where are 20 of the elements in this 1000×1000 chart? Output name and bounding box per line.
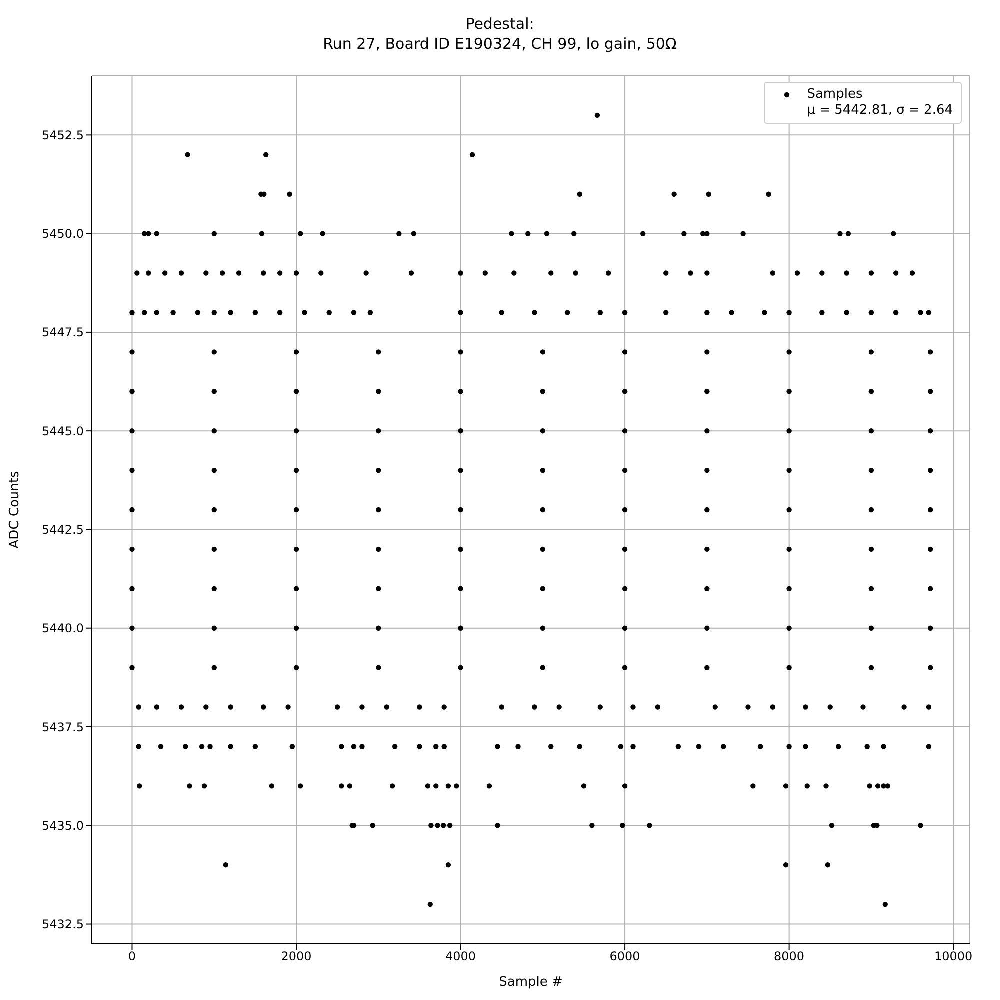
x-tick-label: 0 — [128, 950, 136, 964]
x-tick-label: 10000 — [934, 950, 973, 964]
y-tick-label: 5437.5 — [42, 720, 84, 734]
annotation: μ = 5442.81, σ = 2.64 — [807, 103, 953, 119]
y-axis-title: ADC Counts — [8, 471, 23, 549]
chart-title: Pedestal: Run 27, Board ID E190324, CH 99, lo gain, 50Ω — [322, 14, 678, 54]
y-tick-label: 5445.0 — [42, 424, 84, 438]
x-tick-label: 2000 — [281, 950, 312, 964]
y-tick-label: 5432.5 — [42, 918, 84, 932]
y-tick-label: 5440.0 — [42, 622, 84, 636]
x-tick-label: 6000 — [610, 950, 640, 964]
x-axis-title: Sample # — [499, 975, 563, 990]
y-tick-label: 5435.0 — [42, 818, 84, 833]
y-tick-label: 5447.5 — [42, 326, 84, 340]
y-tick-label: 5452.5 — [42, 128, 84, 142]
x-tick-label: 4000 — [446, 950, 476, 964]
y-tick-label: 5442.5 — [42, 522, 84, 537]
x-tick-label: 8000 — [774, 950, 805, 964]
legend-label: Samples — [807, 87, 864, 103]
y-tick-label: 5450.0 — [42, 227, 84, 242]
